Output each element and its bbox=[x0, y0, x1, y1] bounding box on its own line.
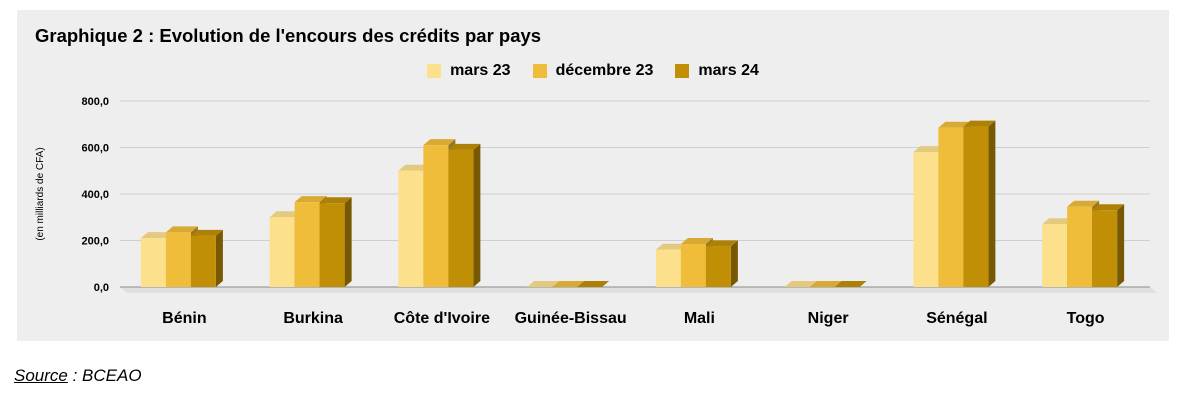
bar bbox=[552, 281, 585, 287]
legend-item-series-2: mars 24 bbox=[675, 62, 759, 80]
x-tick-label: Mali bbox=[684, 310, 715, 327]
source-note: Source : BCEAO bbox=[14, 366, 142, 386]
bar bbox=[448, 143, 481, 287]
x-tick-label: Niger bbox=[808, 310, 849, 327]
bar bbox=[319, 197, 352, 287]
y-tick-label: 400,0 bbox=[81, 189, 109, 201]
legend-item-series-1: décembre 23 bbox=[532, 62, 654, 80]
legend-swatch-series-2 bbox=[675, 64, 690, 78]
x-tick-label: Sénégal bbox=[926, 310, 987, 327]
legend-swatch-series-1 bbox=[532, 64, 547, 78]
bar bbox=[705, 240, 738, 287]
bar bbox=[784, 281, 817, 287]
bar bbox=[577, 281, 610, 287]
chart-panel: Graphique 2 : Evolution de l'encours des… bbox=[17, 10, 1169, 341]
chart-title: Graphique 2 : Evolution de l'encours des… bbox=[35, 25, 542, 46]
bar bbox=[963, 120, 996, 287]
x-tick-label: Burkina bbox=[283, 310, 343, 327]
legend-label-series-1: décembre 23 bbox=[555, 62, 654, 79]
chart-plot: 0,0 200,0 400,0 600,0 800,0 (en milliards de … bbox=[35, 96, 1157, 327]
x-tick-label: Côte d'Ivoire bbox=[394, 310, 490, 327]
bar bbox=[190, 229, 223, 287]
y-tick-label: 0,0 bbox=[94, 282, 109, 294]
y-tick-label: 600,0 bbox=[81, 143, 109, 155]
legend-swatch-series-0 bbox=[427, 64, 442, 78]
y-axis-label: (en milliards de CFA) bbox=[35, 147, 46, 240]
x-tick-label: Bénin bbox=[162, 310, 206, 327]
chart-legend: mars 23 décembre 23 mars 24 bbox=[17, 62, 1169, 80]
x-tick-label: Togo bbox=[1067, 310, 1105, 327]
bar bbox=[1092, 204, 1125, 287]
bar bbox=[834, 281, 867, 287]
y-tick-label: 800,0 bbox=[81, 96, 109, 108]
legend-item-series-0: mars 23 bbox=[427, 62, 511, 80]
y-tick-label: 200,0 bbox=[81, 236, 109, 248]
legend-label-series-2: mars 24 bbox=[698, 62, 759, 79]
bar bbox=[527, 281, 560, 287]
source-text: : BCEAO bbox=[67, 366, 142, 385]
legend-label-series-0: mars 23 bbox=[450, 62, 511, 79]
x-tick-label: Guinée-Bissau bbox=[515, 310, 627, 327]
bar bbox=[809, 281, 842, 287]
plot-floor bbox=[120, 287, 1157, 293]
source-label: Source bbox=[14, 366, 68, 385]
